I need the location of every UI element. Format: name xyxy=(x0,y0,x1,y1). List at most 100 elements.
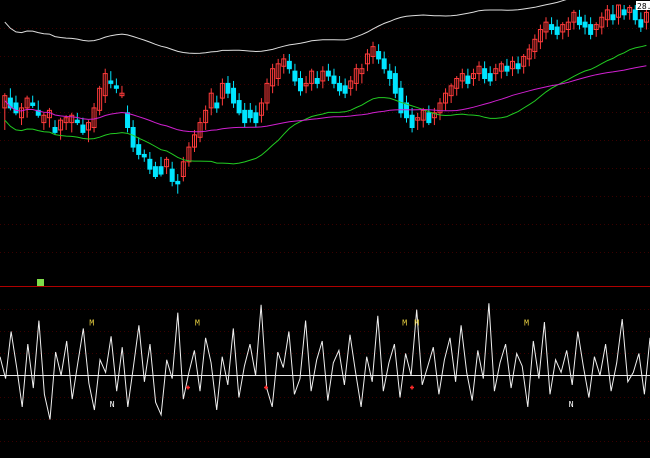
candle-body xyxy=(392,73,398,94)
candle-body xyxy=(225,82,231,94)
candle-body xyxy=(337,82,343,92)
candle-body xyxy=(80,124,86,133)
candle-body xyxy=(219,82,225,99)
panel-toggle-icon[interactable] xyxy=(37,279,44,286)
candle-body xyxy=(325,70,331,77)
candle-body xyxy=(141,153,147,158)
candle-body xyxy=(203,109,209,124)
candle-body xyxy=(448,85,454,97)
signal-marker: M xyxy=(414,318,419,327)
candle-body xyxy=(85,122,91,131)
candle-body xyxy=(125,112,131,129)
candle-body xyxy=(152,166,158,177)
signal-marker: M xyxy=(402,318,407,327)
candle-body xyxy=(247,109,253,119)
candle-body xyxy=(208,92,214,109)
ma-line-white xyxy=(4,0,567,54)
candle-body xyxy=(398,87,404,114)
signal-marker: M xyxy=(524,318,529,327)
candle-body xyxy=(164,158,170,168)
candle-body xyxy=(409,114,415,128)
candle-body xyxy=(621,9,627,16)
candle-body xyxy=(604,9,610,21)
candle-body xyxy=(46,109,52,119)
candle-body xyxy=(197,122,203,138)
red-signal-mark xyxy=(264,385,268,390)
candle-body xyxy=(297,78,303,92)
candle-body xyxy=(632,9,638,21)
candle-body xyxy=(537,29,543,43)
candle-body xyxy=(130,127,136,148)
candle-body xyxy=(482,68,488,79)
oscillator-panel: M M M M MN N xyxy=(0,303,650,442)
candle-body xyxy=(576,16,582,26)
ma-line-magenta xyxy=(4,65,647,133)
candle-body xyxy=(454,78,460,89)
oscillator-line xyxy=(0,303,650,420)
candle-body xyxy=(381,58,387,70)
candle-body xyxy=(58,119,64,131)
candle-body xyxy=(599,16,605,28)
candle-body xyxy=(303,82,309,87)
candle-body xyxy=(526,48,532,60)
candle-body xyxy=(431,112,437,119)
signal-marker: N xyxy=(569,400,574,409)
candle-body xyxy=(387,70,393,80)
candle-body xyxy=(532,38,538,53)
candle-body xyxy=(292,70,298,82)
candle-body xyxy=(571,11,577,23)
candle-body xyxy=(214,102,220,109)
candle-body xyxy=(510,60,516,70)
candle-body xyxy=(476,65,482,75)
candle-body xyxy=(370,46,376,57)
candle-body xyxy=(348,80,354,89)
candle-body xyxy=(610,14,616,21)
candle-body xyxy=(253,112,259,124)
candle-body xyxy=(515,63,521,70)
candle-body xyxy=(281,58,287,67)
candle-body xyxy=(63,117,69,124)
candle-body xyxy=(108,80,114,84)
candle-body xyxy=(147,158,153,170)
candle-body xyxy=(359,68,365,75)
candle-body xyxy=(258,102,264,116)
candle-body xyxy=(264,82,270,104)
candle-body xyxy=(543,21,549,33)
candle-body xyxy=(175,180,181,185)
signal-marker: M xyxy=(89,318,94,327)
candle-body xyxy=(2,95,8,109)
last-price-label: 28.6 xyxy=(637,2,650,11)
candle-body xyxy=(549,24,555,31)
candle-body xyxy=(376,51,382,60)
candle-body xyxy=(136,144,142,155)
panel-divider xyxy=(0,286,650,287)
candle-body xyxy=(627,6,633,13)
candle-body xyxy=(364,53,370,65)
candle-body xyxy=(74,119,80,124)
candle-body xyxy=(191,134,197,148)
candle-body xyxy=(7,97,13,109)
candle-body xyxy=(320,70,326,82)
candle-body xyxy=(521,55,527,67)
price-panel: 28.6 xyxy=(0,0,650,253)
candle-body xyxy=(593,24,599,31)
candle-body xyxy=(236,100,242,114)
candle-body xyxy=(242,109,248,124)
candle-body xyxy=(24,97,30,109)
candle-body xyxy=(616,4,622,18)
candle-body xyxy=(13,102,19,114)
candle-body xyxy=(19,107,25,119)
candle-body xyxy=(180,161,186,178)
candle-body xyxy=(186,146,192,163)
candle-body xyxy=(638,19,644,28)
candle-body xyxy=(560,24,566,33)
candle-body xyxy=(69,114,75,124)
candle-body xyxy=(35,109,41,116)
signal-marker: N xyxy=(110,400,115,409)
candle-body xyxy=(493,68,499,75)
candle-body xyxy=(275,63,281,79)
signal-marker: M xyxy=(195,318,200,327)
candle-body xyxy=(91,107,97,129)
candle-body xyxy=(465,75,471,84)
